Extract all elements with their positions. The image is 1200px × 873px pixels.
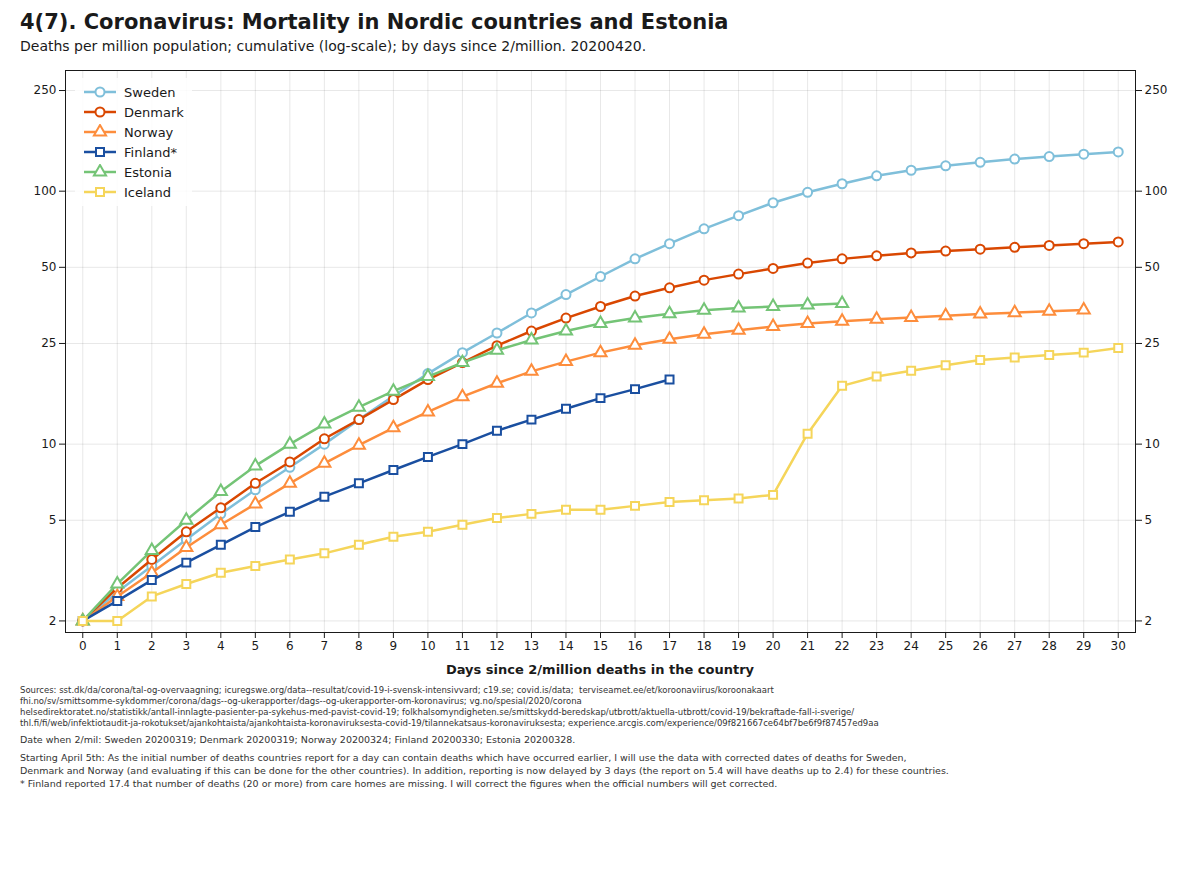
svg-text:13: 13 [524,639,539,653]
html-text:Days since 2/million deaths in: Days since 2/million deaths in the count… [445,662,755,677]
html-text:Estonia: Estonia [124,164,172,180]
svg-text:10: 10 [1145,437,1160,451]
svg-text:6: 6 [286,639,294,653]
svg-text:20: 20 [765,639,780,653]
svg-text:14: 14 [558,639,573,653]
svg-text:5: 5 [252,639,260,653]
svg-text:50: 50 [1145,260,1160,274]
svg-text:30: 30 [1111,639,1126,653]
svg-text:10: 10 [420,639,435,653]
html-text:Denmark: Denmark [124,104,184,120]
svg-text:18: 18 [696,639,711,653]
html-text:Sweden: Sweden [124,84,176,100]
svg-text:28: 28 [1042,639,1057,653]
html-text:Starting April 5th: As the ini: Starting April 5th: As the initial numbe… [20,752,949,789]
svg-text:21: 21 [800,639,815,653]
svg-text:9: 9 [390,639,398,653]
html-text:4(7). Coronavirus: Mortality i: 4(7). Coronavirus: Mortality in Nordic c… [20,10,729,34]
svg-text:10: 10 [41,437,56,451]
svg-text:1: 1 [113,639,121,653]
svg-text:100: 100 [34,184,57,198]
svg-text:5: 5 [1145,513,1153,527]
svg-text:27: 27 [1007,639,1022,653]
svg-text:8: 8 [355,639,363,653]
svg-text:250: 250 [1145,83,1168,97]
svg-text:25: 25 [938,639,953,653]
svg-text:29: 29 [1076,639,1091,653]
svg-text:12: 12 [489,639,504,653]
svg-text:17: 17 [662,639,677,653]
svg-text:26: 26 [973,639,988,653]
svg-text:2: 2 [1145,614,1153,628]
svg-text:50: 50 [41,260,56,274]
svg-text:15: 15 [593,639,608,653]
html-text:Deaths per million population;: Deaths per million population; cumulativ… [20,38,647,54]
svg-text:23: 23 [869,639,884,653]
html-text:Date when 2/mil: Sweden 202003: Date when 2/mil: Sweden 20200319; Denmar… [20,734,576,746]
svg-text:2: 2 [49,614,57,628]
svg-text:22: 22 [834,639,849,653]
svg-text:4: 4 [217,639,225,653]
svg-text:16: 16 [627,639,642,653]
svg-text:7: 7 [321,639,329,653]
html-text:Sources: sst.dk/da/corona/tal-: Sources: sst.dk/da/corona/tal-og-overvaa… [20,685,879,729]
html-text:Norway: Norway [124,124,174,140]
svg-text:2: 2 [148,639,156,653]
svg-text:250: 250 [34,83,57,97]
svg-text:11: 11 [455,639,470,653]
svg-text:19: 19 [731,639,746,653]
svg-text:25: 25 [41,336,56,350]
svg-text:25: 25 [1145,336,1160,350]
html-text:Finland*: Finland* [124,144,177,160]
svg-text:5: 5 [49,513,57,527]
svg-text:3: 3 [182,639,190,653]
svg-text:0: 0 [79,639,87,653]
svg-text:24: 24 [904,639,919,653]
svg-text:100: 100 [1145,184,1168,198]
html-text:Iceland: Iceland [124,184,172,200]
